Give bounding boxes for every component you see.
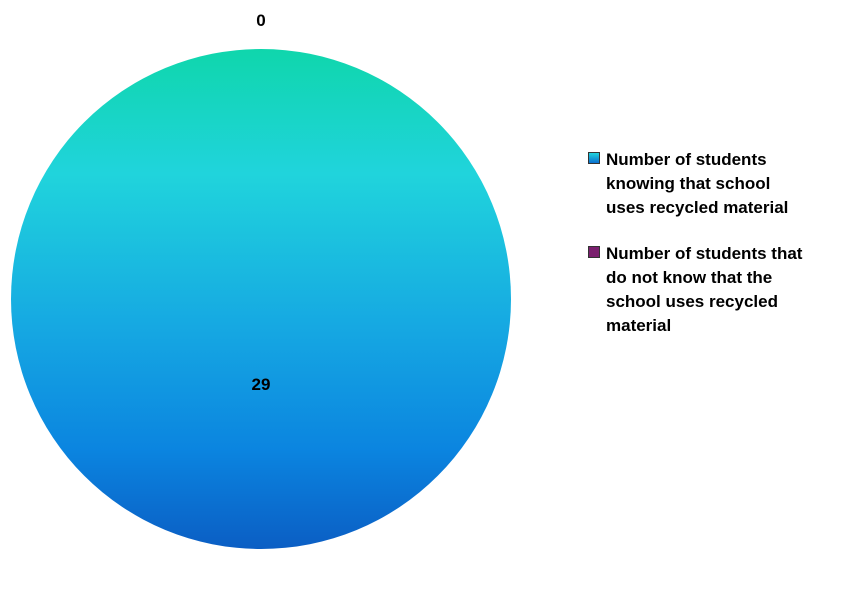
data-label-slice-1: 29 <box>252 375 271 394</box>
legend-item-not-knowing: Number of students that do not know that… <box>588 242 858 338</box>
legend-swatch-knowing <box>588 152 600 164</box>
legend-label-not-knowing: Number of students that do not know that… <box>606 244 803 335</box>
legend: Number of students knowing that school u… <box>588 148 858 360</box>
data-label-slice-2: 0 <box>256 11 265 30</box>
pie-slice-1 <box>11 49 511 549</box>
legend-swatch-not-knowing <box>588 246 600 258</box>
legend-label-knowing: Number of students knowing that school u… <box>606 150 789 217</box>
legend-item-knowing: Number of students knowing that school u… <box>588 148 858 220</box>
